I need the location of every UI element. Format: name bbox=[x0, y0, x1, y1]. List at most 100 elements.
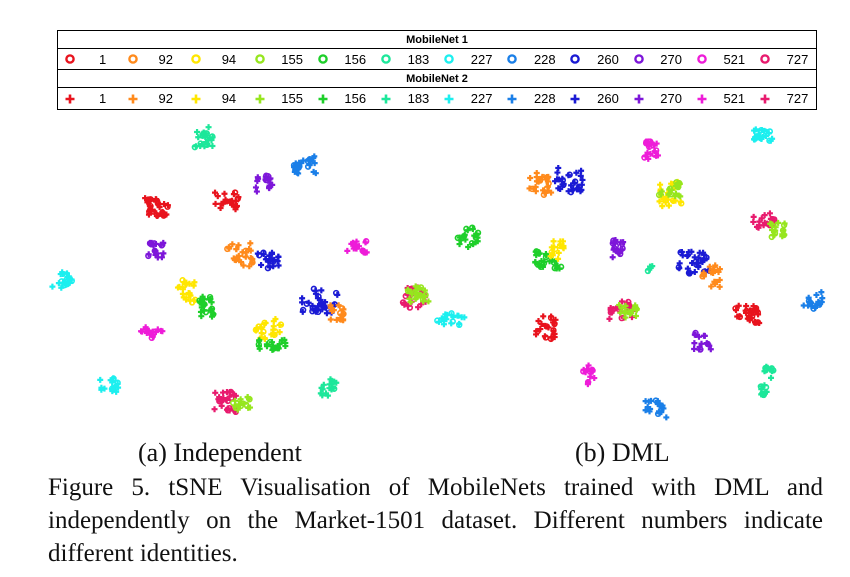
legend-item-label: 260 bbox=[589, 52, 626, 67]
tsne-cluster bbox=[49, 269, 74, 291]
legend-item: 155 bbox=[248, 91, 311, 106]
plus-point bbox=[220, 390, 226, 396]
legend-box: MobileNet 1 1 92 94 155 156 183 227 228 260 270 52… bbox=[57, 30, 817, 110]
circle-point bbox=[257, 253, 262, 258]
circle-point bbox=[273, 329, 278, 334]
tsne-cluster bbox=[146, 240, 167, 261]
tsne-cluster bbox=[225, 240, 255, 269]
circle-point bbox=[334, 291, 339, 296]
circle-point bbox=[233, 190, 238, 195]
tsne-cluster bbox=[643, 398, 670, 421]
circle-point bbox=[261, 329, 266, 334]
legend-title-mobilenet-1: MobileNet 1 bbox=[58, 31, 816, 49]
plus-point bbox=[610, 254, 616, 260]
legend-item-label: 156 bbox=[337, 91, 374, 106]
legend-item: 156 bbox=[311, 52, 374, 67]
circle-point bbox=[464, 226, 469, 231]
tsne-cluster bbox=[253, 173, 275, 194]
tsne-cluster bbox=[212, 190, 241, 213]
tsne-cluster bbox=[758, 364, 775, 398]
legend-item-label: 260 bbox=[589, 91, 626, 106]
tsne-cluster bbox=[344, 239, 369, 256]
legend-item: 92 bbox=[121, 91, 184, 106]
legend-item-label: 1 bbox=[84, 91, 121, 106]
tsne-cluster bbox=[581, 362, 598, 387]
legend-item: 521 bbox=[690, 52, 753, 67]
plus-point bbox=[768, 375, 774, 381]
plus-marker-icon bbox=[759, 93, 771, 105]
plus-marker-icon bbox=[506, 93, 518, 105]
tsne-cluster bbox=[642, 138, 661, 161]
legend-item: 1 bbox=[58, 52, 121, 67]
subcaption-dml: (b) DML bbox=[575, 438, 670, 468]
tsne-cluster bbox=[527, 170, 555, 197]
circle-marker-icon bbox=[506, 53, 518, 65]
plus-point bbox=[221, 191, 227, 197]
circle-point bbox=[306, 164, 311, 169]
legend-item: 727 bbox=[753, 91, 816, 106]
circle-marker-icon bbox=[633, 53, 645, 65]
legend-item: 94 bbox=[184, 91, 247, 106]
plus-marker-icon bbox=[443, 93, 455, 105]
legend-item-label: 521 bbox=[716, 91, 753, 106]
tsne-cluster bbox=[255, 250, 282, 271]
legend-item: 260 bbox=[563, 91, 626, 106]
plus-marker-icon bbox=[127, 93, 139, 105]
legend-item-label: 727 bbox=[779, 52, 816, 67]
tsne-cluster bbox=[552, 165, 585, 195]
legend-item: 260 bbox=[563, 52, 626, 67]
circle-point bbox=[450, 319, 455, 324]
plus-point bbox=[212, 390, 218, 396]
circle-point bbox=[311, 286, 316, 291]
legend-item: 183 bbox=[374, 91, 437, 106]
tsne-cluster bbox=[318, 376, 339, 398]
plus-point bbox=[691, 346, 697, 352]
tsne-cluster bbox=[533, 313, 558, 341]
circle-marker-icon bbox=[696, 53, 708, 65]
plus-point bbox=[318, 287, 324, 293]
tsne-cluster bbox=[767, 220, 787, 239]
tsne-cluster bbox=[610, 237, 626, 260]
plus-point bbox=[751, 214, 757, 220]
circle-marker-icon bbox=[190, 53, 202, 65]
legend-item-label: 92 bbox=[147, 91, 184, 106]
figure-caption: Figure 5. tSNE Visualisation of MobileNe… bbox=[48, 471, 823, 570]
circle-point bbox=[231, 400, 236, 405]
legend-item-label: 1 bbox=[84, 52, 121, 67]
plus-point bbox=[555, 165, 561, 171]
circle-marker-icon bbox=[317, 53, 329, 65]
circle-marker-icon bbox=[64, 53, 76, 65]
plus-point bbox=[606, 316, 612, 322]
plus-point bbox=[328, 317, 334, 323]
tsne-cluster bbox=[175, 278, 198, 305]
tsne-cluster bbox=[801, 289, 826, 311]
tsne-cluster bbox=[291, 153, 319, 176]
circle-point bbox=[769, 234, 774, 239]
plus-marker-icon bbox=[317, 93, 329, 105]
legend-item: 92 bbox=[121, 52, 184, 67]
legend-item-label: 270 bbox=[653, 52, 690, 67]
plus-point bbox=[97, 377, 103, 383]
legend-item-label: 521 bbox=[716, 52, 753, 67]
circle-point bbox=[407, 305, 412, 310]
plus-point bbox=[254, 189, 260, 195]
tsne-cluster bbox=[691, 331, 714, 353]
subcaption-independent: (a) Independent bbox=[138, 438, 302, 468]
legend-item-label: 94 bbox=[210, 91, 247, 106]
legend-item-label: 92 bbox=[147, 52, 184, 67]
tsne-panel-dml bbox=[401, 126, 826, 420]
legend-item-label: 228 bbox=[526, 91, 563, 106]
plus-marker-icon bbox=[64, 93, 76, 105]
circle-marker-icon bbox=[569, 53, 581, 65]
legend-row-mobilenet-2: 1 92 94 155 156 183 227 228 260 270 521 727 bbox=[58, 88, 816, 109]
legend-item-label: 183 bbox=[400, 52, 437, 67]
plus-marker-icon bbox=[569, 93, 581, 105]
legend-item: 521 bbox=[690, 91, 753, 106]
plus-point bbox=[533, 331, 539, 337]
plus-point bbox=[344, 248, 350, 254]
legend-item: 94 bbox=[184, 52, 247, 67]
legend-item: 227 bbox=[437, 91, 500, 106]
circle-marker-icon bbox=[127, 53, 139, 65]
circle-point bbox=[59, 279, 64, 284]
tsne-cluster bbox=[256, 337, 288, 353]
